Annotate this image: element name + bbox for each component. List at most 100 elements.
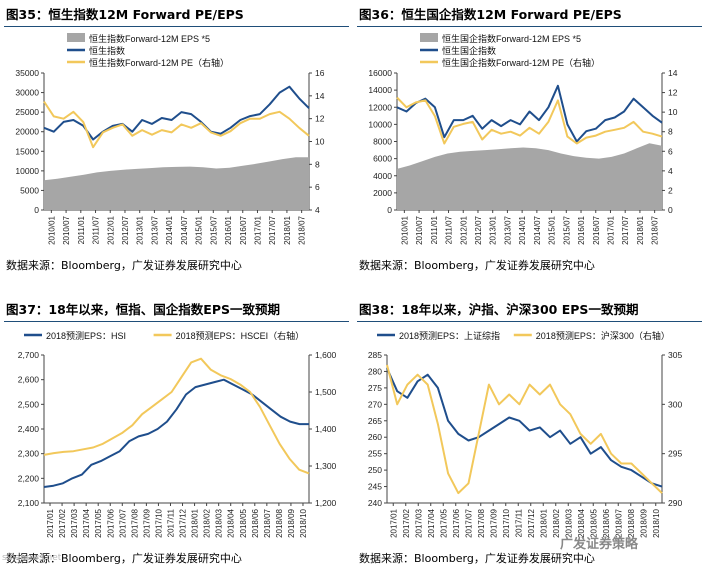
x-tick-label: 2017/05	[439, 508, 448, 537]
y2-tick-label: 14	[668, 68, 678, 78]
x-tick-label: 2017/04	[82, 508, 91, 537]
x-tick-label: 2018/08	[627, 508, 636, 537]
x-tick-label: 2017/01	[253, 215, 262, 244]
x-tick-label: 2013/07	[503, 215, 512, 244]
y2-tick-label: 1,600	[315, 350, 337, 360]
y-tick-label: 10000	[368, 119, 392, 129]
chart-source: 数据来源：Bloomberg，广发证券发展研究中心	[6, 552, 242, 565]
x-tick-label: 2011/07	[92, 215, 101, 244]
x-tick-label: 2017/11	[514, 508, 523, 537]
y-tick-label: 2,400	[18, 424, 40, 434]
x-tick-label: 2014/07	[533, 215, 542, 244]
legend-label: 恒生指数Forward-12M PE（右轴）	[89, 57, 229, 68]
x-tick-label: 2010/07	[62, 215, 71, 244]
x-tick-label: 2017/08	[477, 508, 486, 537]
x-tick-label: 2017/07	[621, 215, 630, 244]
x-tick-label: 2018/10	[652, 508, 661, 537]
y2-tick-label: 8	[315, 159, 320, 169]
y-tick-label: 2,300	[18, 449, 40, 459]
x-tick-label: 2017/10	[502, 508, 511, 537]
y-tick-label: 245	[368, 482, 382, 492]
legend-swatch	[420, 33, 438, 42]
chart-36-svg: 0 2000 4000 6000 8000 10000 12000 14000 16000 0 2 4…	[368, 33, 678, 245]
series-line-left	[396, 84, 663, 143]
x-tick-label: 2018/02	[552, 508, 561, 537]
chart-source: 数据来源：Bloomberg，广发证券发展研究中心	[359, 259, 595, 272]
y-tick-label: 5000	[20, 185, 39, 195]
y2-tick-label: 10	[315, 137, 325, 147]
y-tick-label: 270	[368, 399, 382, 409]
series-line-left	[43, 85, 310, 141]
x-tick-label: 2018/07	[298, 215, 307, 244]
chart-title: 图35：恒生指数12M Forward PE/EPS	[4, 5, 349, 27]
chart-panel-36: 图36：恒生国企指数12M Forward PE/EPS 0 2000 4000 60…	[357, 5, 702, 272]
x-tick-label: 2018/01	[191, 508, 200, 537]
legend-label: 2018预测EPS：HSCEI（右轴）	[176, 330, 305, 341]
y-tick-label: 15000	[15, 146, 39, 156]
legend-label: 2018预测EPS：HSI	[46, 331, 126, 341]
x-tick-label: 2010/01	[47, 215, 56, 244]
x-tick-label: 2018/01	[636, 215, 645, 244]
x-tick-label: 2012/01	[106, 215, 115, 244]
y2-tick-label: 1,400	[315, 424, 337, 434]
chart-35-svg: 0 5000 10000 15000 20000 25000 30000 35000 4 6 8 10…	[15, 33, 325, 245]
x-tick-label: 2011/01	[430, 215, 439, 244]
x-tick-label: 2015/01	[195, 215, 204, 244]
x-tick-label: 2018/05	[239, 508, 248, 537]
x-tick-label: 2017/02	[58, 508, 67, 537]
y2-tick-label: 6	[668, 146, 673, 156]
x-tick-label: 2016/01	[224, 215, 233, 244]
y2-tick-label: 4	[315, 205, 320, 215]
y2-tick-label: 16	[315, 68, 325, 78]
x-tick-label: 2017/05	[94, 508, 103, 537]
chart-panel-38: 图38：18年以来，沪指、沪深300 EPS一致预期 240 245 250 255 2…	[357, 300, 702, 570]
series-line-right	[43, 100, 310, 149]
x-tick-label: 2018/08	[275, 508, 284, 537]
x-tick-label: 2018/03	[564, 508, 573, 537]
y2-tick-label: 8	[668, 127, 673, 137]
y-tick-label: 35000	[15, 68, 39, 78]
series-line-left	[386, 367, 663, 488]
series-area-eps	[397, 143, 662, 210]
x-tick-label: 2014/01	[165, 215, 174, 244]
x-tick-label: 2011/07	[445, 215, 454, 244]
x-tick-label: 2017/10	[154, 508, 163, 537]
x-tick-label: 2018/06	[602, 508, 611, 537]
y2-tick-label: 295	[668, 449, 682, 459]
x-tick-label: 2017/03	[70, 508, 79, 537]
y2-tick-label: 1,200	[315, 498, 337, 508]
legend-swatch	[67, 33, 85, 42]
x-tick-label: 2017/12	[179, 508, 188, 537]
y2-tick-label: 290	[668, 498, 682, 508]
y2-tick-label: 12	[668, 88, 678, 98]
y-tick-label: 255	[368, 449, 382, 459]
y-tick-label: 2,500	[18, 399, 40, 409]
legend-label: 2018预测EPS：沪深300（右轴）	[536, 330, 670, 341]
x-tick-label: 2014/01	[518, 215, 527, 244]
x-tick-label: 2011/01	[77, 215, 86, 244]
x-tick-label: 2015/07	[209, 215, 218, 244]
y-tick-label: 2,100	[18, 498, 40, 508]
x-tick-label: 2017/07	[464, 508, 473, 537]
y-tick-label: 265	[368, 416, 382, 426]
x-tick-label: 2018/04	[577, 508, 586, 537]
legend-label: 恒生指数	[89, 45, 125, 56]
y-tick-label: 2,600	[18, 375, 40, 385]
x-tick-label: 2012/07	[121, 215, 130, 244]
x-tick-label: 2017/04	[427, 508, 436, 537]
y-tick-label: 285	[368, 350, 382, 360]
x-tick-label: 2017/12	[527, 508, 536, 537]
x-tick-label: 2016/01	[577, 215, 586, 244]
y-tick-label: 0	[387, 205, 392, 215]
x-tick-label: 2018/07	[651, 215, 660, 244]
x-tick-label: 2018/05	[589, 508, 598, 537]
x-tick-label: 2015/01	[548, 215, 557, 244]
chart-title: 图37：18年以来，恒指、国企指数EPS一致预期	[4, 300, 349, 322]
y-tick-label: 10000	[15, 166, 39, 176]
x-tick-label: 2017/07	[118, 508, 127, 537]
x-tick-label: 2010/01	[400, 215, 409, 244]
legend-label: 2018预测EPS：上证综指	[399, 330, 500, 341]
y-tick-label: 8000	[373, 137, 392, 147]
series-line-left	[43, 378, 309, 488]
x-tick-label: 2017/06	[452, 508, 461, 537]
